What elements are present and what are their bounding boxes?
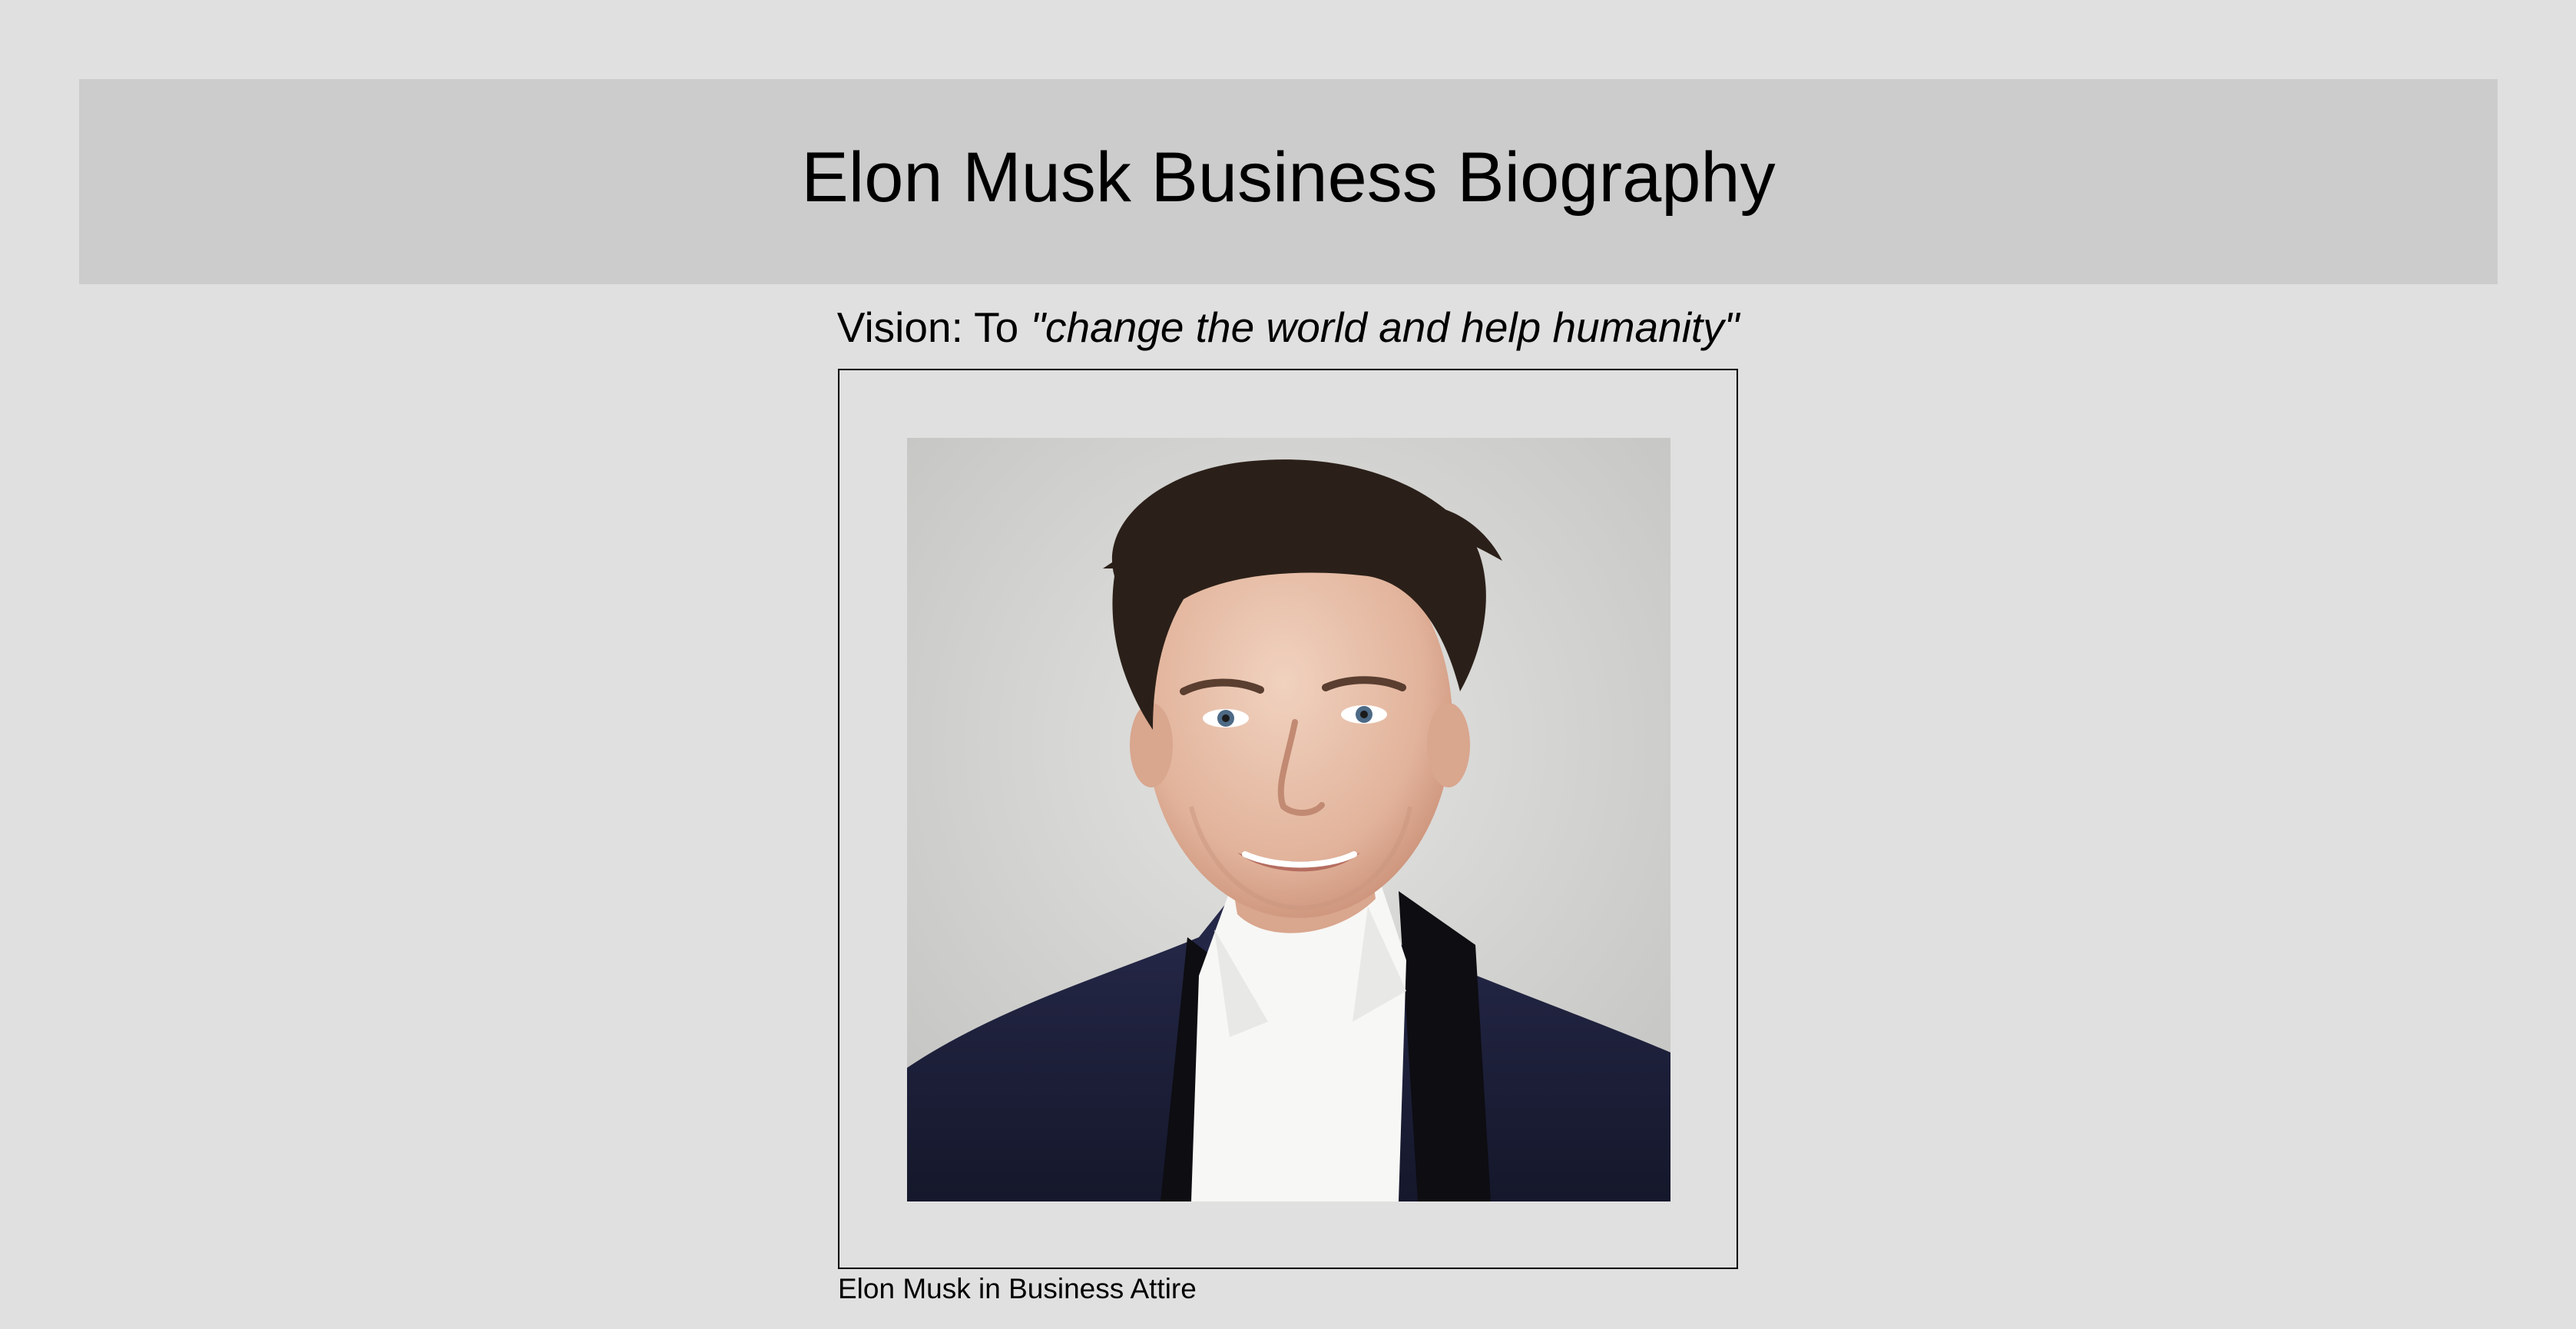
portrait-photo xyxy=(907,438,1670,1201)
page-header: Elon Musk Business Biography xyxy=(79,79,2498,284)
vision-quote: "change the world and help humanity" xyxy=(1030,303,1740,351)
photo-caption: Elon Musk in Business Attire xyxy=(838,1273,1197,1304)
photo-frame xyxy=(838,369,1738,1269)
page-title: Elon Musk Business Biography xyxy=(801,138,1776,217)
vision-label: Vision: To xyxy=(836,303,1019,351)
vision-statement: Vision: To "change the world and help hu… xyxy=(0,297,2576,357)
portrait-illustration xyxy=(907,438,1670,1201)
